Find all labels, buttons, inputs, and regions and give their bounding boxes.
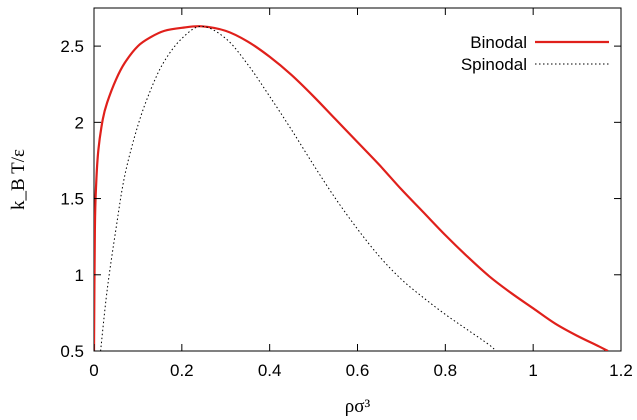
ticks-layer: 0 0.2 0.4 0.6 0.8 1 1.2 0.5 1 1.5 2 2.5 <box>60 8 633 380</box>
series-binodal-line <box>94 25 609 351</box>
y-tick-label: 2 <box>75 113 84 132</box>
x-tick-label: 1.2 <box>609 361 633 380</box>
x-tick-label: 0.4 <box>258 361 282 380</box>
y-axis-label: k_B T/ε <box>8 149 29 210</box>
series-spinodal-line <box>100 25 497 351</box>
x-tick-label: 1 <box>528 361 537 380</box>
y-tick-label: 2.5 <box>60 37 84 56</box>
legend-label-binodal: Binodal <box>470 33 527 52</box>
legend: Binodal Spinodal <box>461 33 609 74</box>
x-tick-label: 0.6 <box>346 361 370 380</box>
plot-frame <box>93 7 622 352</box>
x-tick-label: 0.8 <box>434 361 458 380</box>
x-axis-label: ρσ³ <box>345 396 371 417</box>
y-tick-label: 1 <box>75 266 84 285</box>
y-tick-label: 0.5 <box>60 342 84 361</box>
series-layer <box>94 25 609 351</box>
legend-label-spinodal: Spinodal <box>461 55 527 74</box>
x-tick-label: 0 <box>89 361 98 380</box>
x-tick-label: 0.2 <box>170 361 194 380</box>
y-tick-label: 1.5 <box>60 190 84 209</box>
